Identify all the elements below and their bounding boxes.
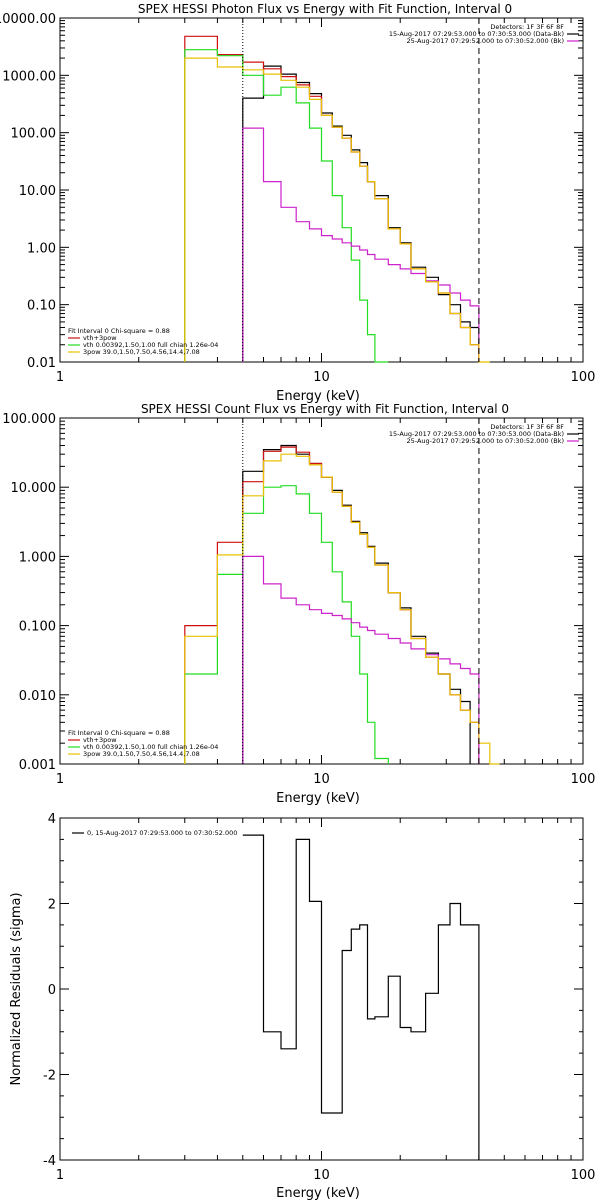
legend-bottom-text: Fit Interval 0 Chi-square = 0.88 [68, 327, 170, 335]
panel-title: SPEX HESSI Count Flux vs Energy with Fit… [141, 402, 509, 416]
y-tick-label: 100.000 [2, 412, 56, 427]
x-tick-label: 1 [56, 1168, 64, 1183]
axes-frame [59, 17, 584, 363]
x-tick-label: 1 [56, 370, 64, 385]
y-tick-label: 10.000 [11, 481, 57, 496]
photon-flux-panel: SPEX HESSI Photon Flux vs Energy with Fi… [0, 2, 595, 404]
legend-bottom: Fit Interval 0 Chi-square = 0.88vth+3pow… [68, 327, 218, 356]
panel-title: SPEX HESSI Photon Flux vs Energy with Fi… [138, 2, 512, 16]
legend-bottom-text: 3pow 39.0,1.50,7.50,4.56,14.4,7.08 [83, 348, 200, 356]
legend-top-text: Detectors: 1F 3F 6F 8F [490, 423, 564, 431]
legend-bottom-text: vth 0.00392,1.50,1.00 full chian 1.26e-0… [83, 743, 218, 751]
y-tick-label: 100.00 [11, 127, 57, 142]
y-tick-label: 4 [48, 812, 56, 827]
count-flux-panel: SPEX HESSI Count Flux vs Energy with Fit… [2, 402, 595, 806]
y-tick-labels: 10000.00 1000.00 100.00 10.00 1.00 0.10 0.01 [0, 12, 56, 371]
legend-text: 0, 15-Aug-2017 07:29:53.000 to 07:30:52.… [87, 829, 237, 837]
x-axis-label: Energy (keV) [276, 1186, 360, 1200]
legend-top-text: 15-Aug-2017 07:29:53.000 to 07:30:53.000… [389, 30, 564, 38]
series-magenta-line [242, 127, 480, 362]
y-tick-label: 1.00 [27, 241, 56, 256]
x-tick-label: 1 [56, 772, 64, 787]
x-tick-labels: 1 10 100 [56, 772, 596, 787]
y-tick-label: -4 [43, 1154, 56, 1169]
y-tick-label: 0.01 [27, 356, 56, 371]
series-black-line [242, 834, 480, 1160]
x-tick-label: 100 [571, 370, 596, 385]
legend-top-text: Detectors: 1F 3F 6F 8F [490, 23, 564, 31]
series-group [184, 35, 490, 363]
legend-top-text: 15-Aug-2017 07:29:53.000 to 07:30:53.000… [389, 430, 564, 438]
reference-lines [242, 418, 480, 764]
y-tick-label: 0.100 [19, 620, 56, 635]
series-group [242, 834, 480, 1160]
y-tick-label: -2 [43, 1069, 56, 1084]
y-tick-label: 2 [48, 898, 56, 913]
legend-bottom-text: vth 0.00392,1.50,1.00 full chian 1.26e-0… [83, 341, 218, 349]
y-tick-labels: 4 2 0 -2 -4 [43, 812, 56, 1169]
x-tick-label: 100 [571, 1168, 596, 1183]
series-group [184, 444, 500, 765]
series-magenta-line [242, 555, 480, 764]
legend-top-text: 25-Aug-2017 07:29:52.000 to 07:30:52.000… [407, 37, 564, 45]
y-tick-labels: 100.000 10.000 1.000 0.100 0.010 0.001 [2, 412, 56, 773]
legend-top-text: 25-Aug-2017 07:29:52.000 to 07:30:52.000… [407, 437, 564, 445]
y-tick-label: 0.10 [27, 299, 56, 314]
x-tick-label: 10 [313, 772, 330, 787]
x-axis-label: Energy (keV) [276, 791, 360, 806]
legend: 0, 15-Aug-2017 07:29:53.000 to 07:30:52.… [72, 829, 237, 837]
legend-bottom-text: vth+3pow [83, 334, 117, 342]
y-tick-label: 0.001 [19, 758, 56, 773]
legend-bottom-text: vth+3pow [83, 736, 117, 744]
x-tick-label: 10 [313, 1168, 330, 1183]
y-tick-label: 1.000 [19, 550, 56, 565]
axes-frame [59, 817, 584, 1161]
y-tick-label: 1000.00 [2, 69, 56, 84]
y-tick-label: 0.010 [19, 689, 56, 704]
y-tick-label: 10000.00 [0, 12, 56, 27]
y-tick-label: 0 [48, 983, 56, 998]
legend-bottom-text: Fit Interval 0 Chi-square = 0.88 [68, 729, 170, 737]
x-tick-label: 100 [571, 772, 596, 787]
legend-bottom-text: 3pow 39.0,1.50,7.50,4.56,14.4,7.08 [83, 750, 200, 758]
series-yellow-line [184, 57, 490, 363]
y-tick-label: 10.00 [19, 184, 56, 199]
residuals-panel: Energy (keV) Normalized Residuals (sigma… [9, 812, 595, 1200]
x-tick-labels: 1 10 100 [56, 370, 596, 385]
legend-bottom: Fit Interval 0 Chi-square = 0.88vth+3pow… [68, 729, 218, 758]
x-axis-label: Energy (keV) [276, 389, 360, 404]
y-axis-label: Normalized Residuals (sigma) [9, 892, 24, 1085]
x-tick-labels: 1 10 100 [56, 1168, 596, 1183]
reference-lines [242, 18, 480, 362]
series-yellow-line [184, 453, 500, 765]
x-tick-label: 10 [313, 370, 330, 385]
